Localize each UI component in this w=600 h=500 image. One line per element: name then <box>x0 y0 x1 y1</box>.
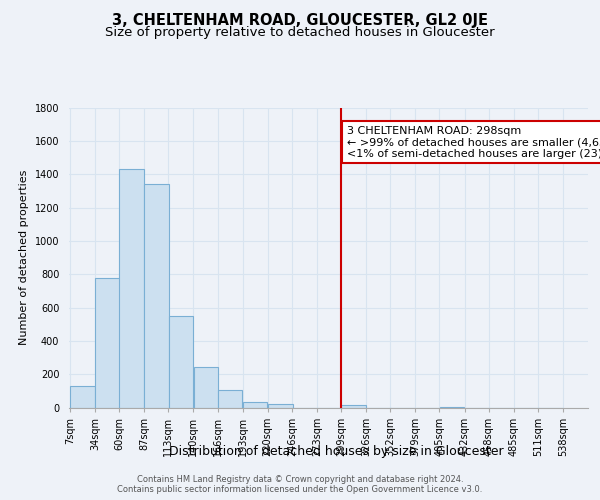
Y-axis label: Number of detached properties: Number of detached properties <box>19 170 29 345</box>
Text: 3, CHELTENHAM ROAD, GLOUCESTER, GL2 0JE: 3, CHELTENHAM ROAD, GLOUCESTER, GL2 0JE <box>112 12 488 28</box>
Bar <box>218 390 242 407</box>
Text: Distribution of detached houses by size in Gloucester: Distribution of detached houses by size … <box>169 444 503 458</box>
Bar <box>440 406 464 408</box>
Text: 3 CHELTENHAM ROAD: 298sqm
← >99% of detached houses are smaller (4,632)
<1% of s: 3 CHELTENHAM ROAD: 298sqm ← >99% of deta… <box>347 126 600 159</box>
Bar <box>243 402 268 407</box>
Bar <box>268 404 293 407</box>
Bar <box>169 316 193 408</box>
Text: Contains HM Land Registry data © Crown copyright and database right 2024.
Contai: Contains HM Land Registry data © Crown c… <box>118 474 482 494</box>
Bar <box>70 386 95 407</box>
Bar <box>95 278 120 407</box>
Bar <box>194 366 218 408</box>
Bar <box>119 169 144 408</box>
Bar <box>145 184 169 408</box>
Text: Size of property relative to detached houses in Gloucester: Size of property relative to detached ho… <box>105 26 495 39</box>
Bar <box>341 405 366 407</box>
